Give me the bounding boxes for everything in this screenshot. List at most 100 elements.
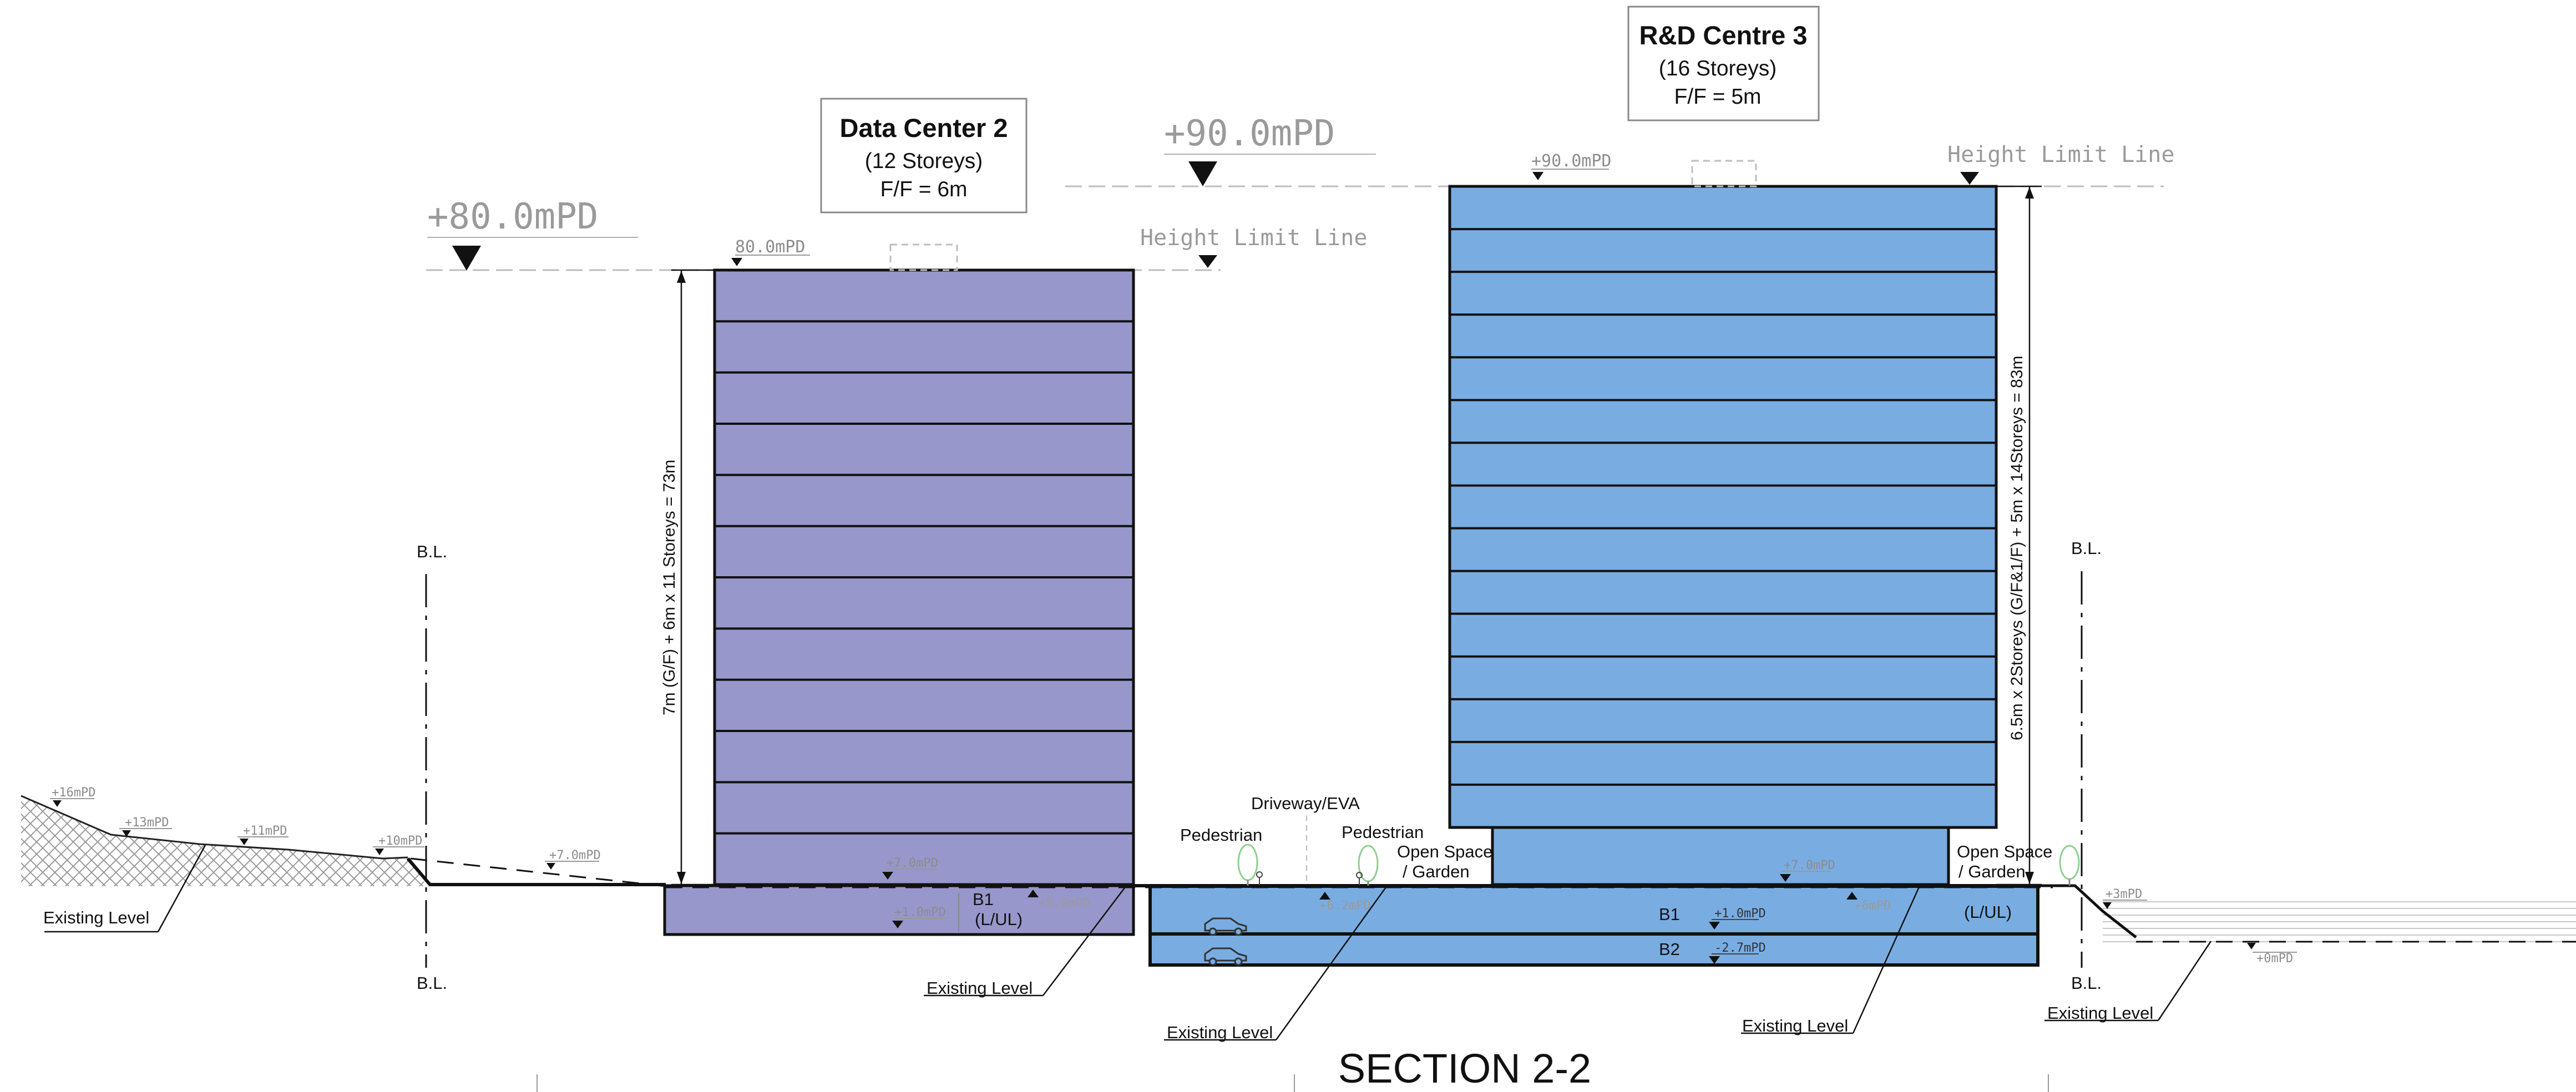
rd-title-block: R&D Centre 3 (16 Storeys) F/F = 5m — [1627, 6, 1820, 121]
dc-title-block: Data Center 2 (12 Storeys) F/F = 6m — [820, 98, 1028, 214]
level-7: +7.0mPD — [549, 849, 601, 862]
level-marker: +10mPD — [373, 834, 424, 855]
right-level-0: +0mPD — [2256, 952, 2293, 966]
left-existing-level-callout: Existing Level — [43, 845, 206, 933]
dc-roof-marker — [731, 258, 742, 266]
rd-height-limit-label: Height Limit Line — [1947, 142, 2174, 167]
left-level-markers: +16mPD +13mPD +11mPD +10mPD +7.0mPD — [50, 786, 601, 870]
rd-basement-b2 — [1148, 932, 2039, 967]
left-existing-dashed — [410, 857, 666, 887]
left-bl-bottom: B.L. — [417, 973, 447, 993]
section-footer: SECTION 2-2 — [537, 1045, 2049, 1092]
right-boundary-line: B.L. B.L. — [2071, 539, 2102, 993]
rd-ramp-level-1: +6.2mPD — [1319, 899, 1371, 913]
rd-height-dimension: 6.5m x 2Storeys (G/F&1/F) + 5m x 14Store… — [1996, 185, 2042, 886]
tree-icon — [2059, 845, 2080, 886]
level-10: +10mPD — [378, 834, 422, 848]
dc-height-dimension-text: 7m (G/F) + 6m x 11 Storeys = 73m — [660, 460, 679, 715]
right-ground-line — [2038, 884, 2137, 938]
pedestrian-label-1: Pedestrian — [1180, 825, 1262, 845]
dc-ramp-marker — [1028, 890, 1039, 897]
dc-floor-lines — [715, 320, 1133, 835]
rd-centre-3: +90.0mPD +7.0mPD B1 +1.0mPD (L/UL) B2 -2… — [1148, 151, 2042, 967]
right-level-3: +3mPD — [2106, 887, 2142, 901]
rd-floor-lines — [1450, 228, 1996, 786]
rd-height-dimension-text: 6.5m x 2Storeys (G/F&1/F) + 5m x 14Store… — [2008, 355, 2026, 740]
open-space-label-1a: Open Space — [1397, 842, 1492, 861]
level-13: +13mPD — [125, 816, 169, 830]
height-label-80: +80.0mPD — [427, 196, 598, 237]
rd-b1-label: B1 — [1659, 905, 1680, 924]
rd-storeys: (16 Storeys) — [1659, 57, 1777, 80]
rd-b2-label: B2 — [1659, 939, 1680, 959]
dc-title: Data Center 2 — [840, 113, 1008, 143]
tree-icon — [1358, 845, 1379, 886]
level-marker-0 — [2247, 943, 2256, 949]
left-terrain — [21, 795, 666, 887]
level-marker: +16mPD — [50, 786, 95, 807]
dc-height-limit-marker — [1198, 255, 1217, 268]
rd-podium — [1491, 826, 1950, 886]
dc-ground-level: +7.0mPD — [887, 856, 938, 870]
dc-b1-use: (L/UL) — [975, 910, 1023, 929]
level-marker-3 — [2103, 902, 2112, 909]
dc-ff: F/F = 6m — [880, 177, 967, 201]
pedestrian-label-2: Pedestrian — [1342, 822, 1424, 842]
open-space-label-1b: / Garden — [1403, 862, 1470, 881]
existing-level-label-1: Existing Level — [927, 978, 1033, 998]
height-limit-90: +90.0mPD Height Limit Line — [1065, 113, 2174, 187]
right-existing-level-label: Existing Level — [2047, 1003, 2153, 1023]
car-icon — [1204, 947, 1247, 966]
right-water-hatch — [2103, 900, 2576, 944]
rd-b1-marker — [1709, 922, 1720, 930]
left-bl-top: B.L. — [417, 542, 447, 561]
existing-level-label-3: Existing Level — [1742, 1016, 1848, 1035]
dc-ramp-level: +5.0mPD — [1039, 896, 1090, 910]
site-ground — [666, 884, 2053, 888]
dc-roof-plant — [889, 243, 958, 271]
rd-roof-level: +90.0mPD — [1531, 151, 1612, 171]
existing-level-label-2: Existing Level — [1167, 1023, 1273, 1042]
middle-existing-callouts: Existing Level Existing Level Existing L… — [924, 885, 1921, 1042]
dc-storeys: (12 Storeys) — [865, 149, 983, 173]
rd-ramp-marker-1 — [1319, 892, 1330, 900]
right-existing-level-callout: Existing Level — [2044, 941, 2212, 1023]
rd-height-limit-marker — [1960, 172, 1979, 185]
rd-ground-level: +7.0mPD — [1784, 859, 1835, 872]
middle-landscape: Pedestrian Driveway/EVA Pedestrian Open … — [1180, 794, 2052, 886]
level-11: +11mPD — [243, 824, 287, 838]
left-site-ground-line — [406, 857, 666, 886]
driveway-label: Driveway/EVA — [1251, 794, 1360, 813]
rd-ground-marker — [1780, 874, 1791, 882]
section-title: SECTION 2-2 — [1338, 1045, 1591, 1091]
rd-roof-marker — [1532, 172, 1543, 180]
tree-icon — [1237, 844, 1258, 886]
left-hatched-ground — [21, 796, 427, 886]
dc-height-dimension: 7m (G/F) + 6m x 11 Storeys = 73m — [660, 269, 715, 886]
dc-height-limit-label: Height Limit Line — [1140, 225, 1367, 251]
height-marker-80 — [452, 246, 481, 271]
pedestrian-icon — [1256, 871, 1263, 885]
dc-b1-marker — [892, 921, 903, 928]
rd-b1-use: (L/UL) — [1964, 902, 2012, 922]
rd-tower — [1448, 185, 1998, 829]
dc-ground-marker — [882, 872, 893, 880]
rd-roof-plant — [1691, 160, 1757, 187]
right-bl-bottom: B.L. — [2071, 973, 2102, 993]
rd-b2-marker — [1709, 956, 1720, 964]
rd-b1-level: +1.0mPD — [1714, 907, 1766, 921]
rd-ramp-marker-2 — [1846, 892, 1858, 900]
level-marker: +13mPD — [119, 816, 172, 837]
left-existing-ground-line — [21, 795, 408, 860]
rd-ramp-level-2: +6mPD — [1854, 899, 1891, 913]
rd-basement-b1 — [1148, 885, 2039, 936]
left-existing-level-label: Existing Level — [43, 908, 149, 927]
dc-roof-level: 80.0mPD — [735, 237, 805, 257]
height-label-90: +90.0mPD — [1164, 113, 1335, 154]
rd-title: R&D Centre 3 — [1639, 21, 1808, 50]
right-terrain: +3mPD +0mPD — [2038, 845, 2576, 966]
dc-b1-label: B1 — [973, 890, 994, 909]
level-16: +16mPD — [52, 786, 95, 800]
level-marker: +11mPD — [237, 824, 289, 845]
